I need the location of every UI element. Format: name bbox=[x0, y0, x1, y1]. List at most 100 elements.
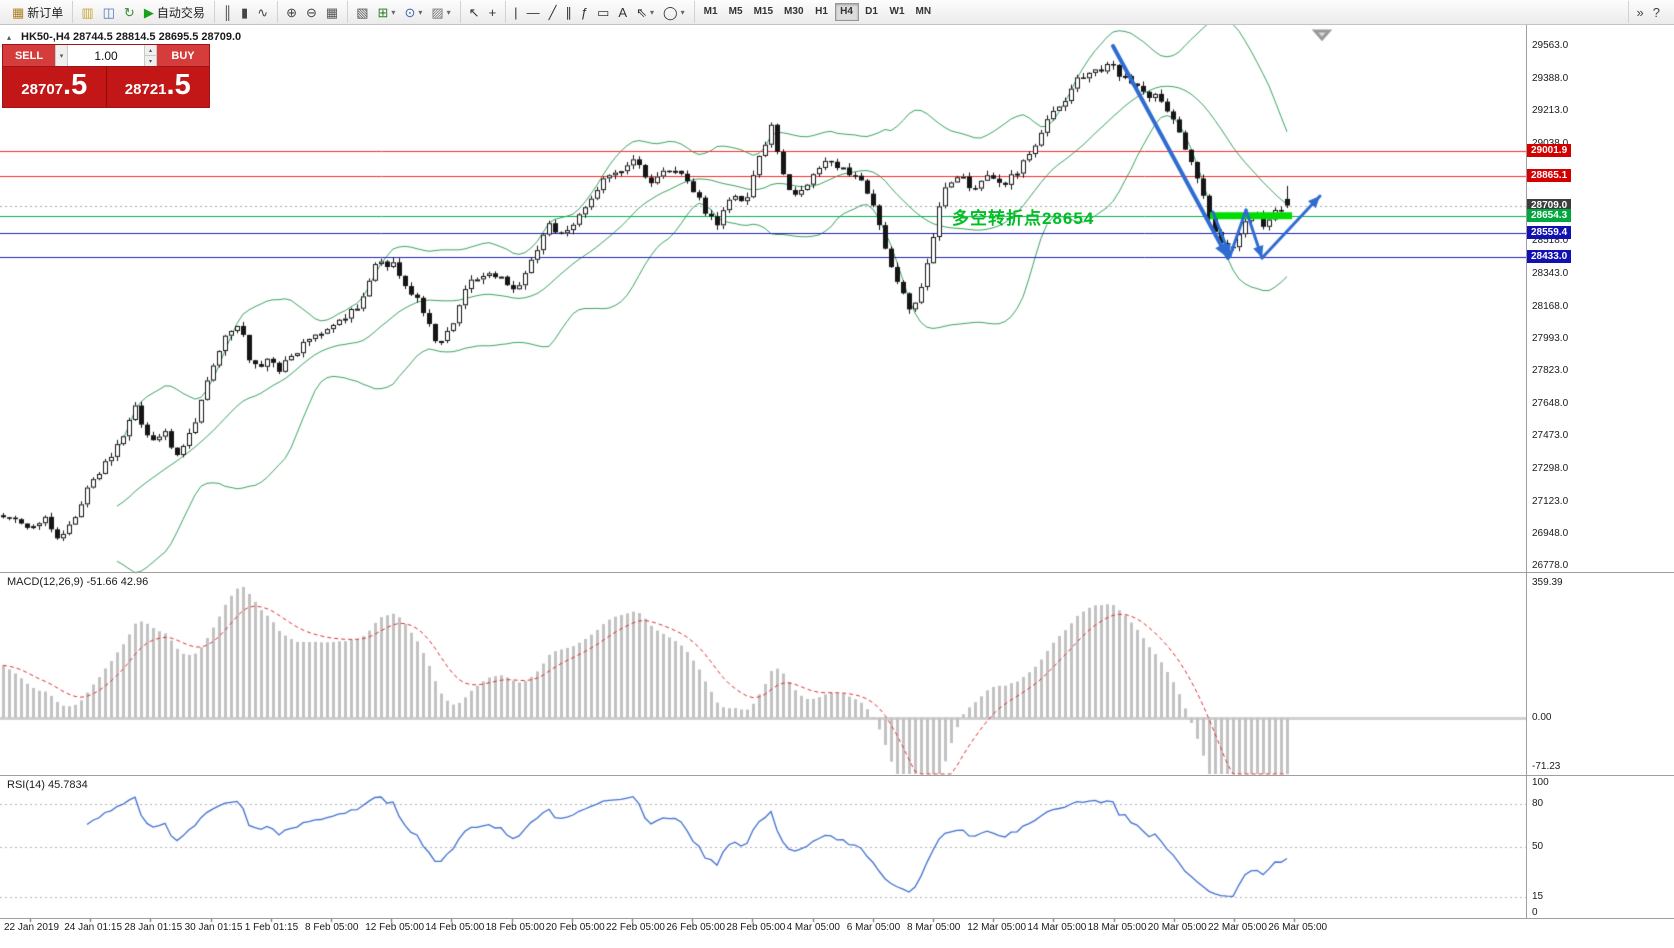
buy-button[interactable]: BUY bbox=[157, 45, 209, 66]
time-axis-label: 8 Mar 05:00 bbox=[907, 922, 961, 933]
indicators-icon[interactable]: ⊞ ▾ bbox=[374, 2, 400, 22]
pane-separator[interactable] bbox=[0, 572, 1674, 573]
chevron-down-icon: ▾ bbox=[680, 7, 685, 17]
profiles-icon[interactable]: ◫ bbox=[99, 2, 119, 22]
chevron-down-icon: ▾ bbox=[650, 7, 655, 17]
vertical-line-icon[interactable]: | bbox=[510, 2, 521, 22]
templates-icon[interactable]: ▨ ▾ bbox=[427, 2, 454, 22]
timeframe-h1-button[interactable]: H1 bbox=[815, 6, 828, 17]
macd-axis-label: 0.00 bbox=[1532, 711, 1552, 723]
new-order-button-label: 新订单 bbox=[27, 5, 64, 20]
horizontal-line-icon[interactable]: ― bbox=[523, 2, 544, 22]
price-axis-label: 28518.0 bbox=[1532, 235, 1569, 247]
trendline-icon[interactable]: ╱ bbox=[545, 2, 561, 22]
rsi-axis-label: 0 bbox=[1532, 907, 1538, 918]
bar-chart-type-icon[interactable]: ║ bbox=[219, 2, 236, 22]
price-level-badge: 29001.9 bbox=[1527, 143, 1572, 157]
shapes-icon[interactable]: ▭ bbox=[593, 2, 613, 22]
zoom-out-icon[interactable]: ⊖ bbox=[302, 2, 321, 22]
time-axis-label: 18 Mar 05:00 bbox=[1087, 922, 1147, 933]
rsi-axis-label: 100 bbox=[1532, 777, 1549, 788]
crosshair-icon[interactable]: + bbox=[485, 2, 501, 22]
equidistant-channel-icon-glyph: ∥ bbox=[565, 4, 572, 20]
time-axis-label: 14 Feb 05:00 bbox=[425, 922, 485, 933]
crosshair-icon-glyph: + bbox=[488, 4, 497, 20]
auto-trading-button[interactable]: ▶ 自动交易 bbox=[140, 2, 209, 22]
ellipse-tool-icon[interactable]: ◯ ▾ bbox=[659, 2, 689, 22]
tile-windows-icon[interactable]: ▦ bbox=[322, 2, 342, 22]
line-chart-type-icon[interactable]: ∿ bbox=[253, 2, 272, 22]
periods-icon[interactable]: ⊙ ▾ bbox=[400, 2, 426, 22]
buy-price-frac-big: .5 bbox=[166, 69, 191, 101]
timeframe-m30-button[interactable]: M30 bbox=[784, 6, 804, 17]
bar-chart-type-icon-glyph: ║ bbox=[222, 4, 233, 20]
refresh-icon[interactable]: ↻ bbox=[120, 2, 139, 22]
time-axis-label: 28 Jan 01:15 bbox=[124, 922, 183, 933]
zoom-out-icon-glyph: ⊖ bbox=[306, 4, 317, 20]
price-axis-label: 29563.0 bbox=[1532, 40, 1569, 52]
auto-trading-glyph: ▶ bbox=[143, 4, 154, 20]
vertical-line-icon-glyph: | bbox=[514, 4, 518, 20]
sell-price-display[interactable]: 28707.5 bbox=[3, 67, 106, 107]
auto-arrange-icon[interactable]: ▧ bbox=[352, 2, 372, 22]
timeframe-w1-button[interactable]: W1 bbox=[889, 6, 905, 17]
fibonacci-icon-glyph: ƒ bbox=[580, 4, 589, 20]
time-axis-label: 22 Feb 05:00 bbox=[606, 922, 665, 933]
zoom-in-icon[interactable]: ⊕ bbox=[282, 2, 301, 22]
time-axis-label: 12 Feb 05:00 bbox=[365, 922, 425, 933]
time-axis-label: 26 Mar 05:00 bbox=[1268, 922, 1328, 933]
rsi-axis-label: 15 bbox=[1532, 890, 1544, 902]
toolbar-overflow-icon[interactable]: » bbox=[1633, 2, 1648, 22]
price-axis-label: 29038.0 bbox=[1532, 138, 1568, 149]
volume-dropdown-button[interactable]: ▾ bbox=[55, 45, 68, 66]
chart-ohlc-header: HK50-,H4 28744.5 28814.5 28695.5 28709.0 bbox=[21, 31, 242, 43]
templates-icon-glyph: ▨ bbox=[431, 4, 444, 20]
one-click-panel-toggle-icon[interactable]: ▴ bbox=[7, 33, 12, 42]
time-axis-label: 22 Jan 2019 bbox=[4, 922, 60, 933]
timeframe-h4-button[interactable]: H4 bbox=[834, 3, 859, 21]
text-label-icon-glyph: A bbox=[618, 4, 628, 20]
charts-bar-icon-glyph: ▥ bbox=[81, 4, 94, 20]
timeframe-m5-button[interactable]: M5 bbox=[728, 6, 743, 17]
price-axis-label: 26778.0 bbox=[1532, 560, 1569, 572]
time-axis-separator bbox=[0, 918, 1674, 919]
price-level-badge: 28865.1 bbox=[1527, 169, 1572, 183]
text-label-icon[interactable]: A bbox=[614, 2, 631, 22]
timeframe-m15-button[interactable]: M15 bbox=[753, 6, 774, 17]
main-toolbar: ▦ 新订单 ▥ ◫ ↻ ▶ 自动交易 ║ ▮ ∿ ⊕ ⊖ ▦ ▧ ⊞ ▾ ⊙ ▾ ▨ ▾ ↖ + | ― ╱ ∥ ƒ ▭ A ⇖ ▾ ◯ ▾ M1… bbox=[0, 0, 1674, 25]
toolbar-help-icon[interactable]: ? bbox=[1649, 2, 1664, 22]
price-axis-label: 28343.0 bbox=[1532, 267, 1569, 279]
chevron-down-icon: ▾ bbox=[418, 7, 423, 17]
volume-decrease-button[interactable]: ▾ bbox=[145, 55, 156, 66]
timeframe-d1-button[interactable]: D1 bbox=[865, 6, 878, 17]
volume-increase-button[interactable]: ▴ bbox=[145, 45, 156, 55]
buy-price-display[interactable]: 28721.5 bbox=[105, 67, 209, 107]
charts-bar-icon[interactable]: ▥ bbox=[77, 2, 97, 22]
time-axis-label: 20 Mar 05:00 bbox=[1147, 922, 1207, 933]
sell-price-int: 28707 bbox=[21, 81, 64, 98]
fibonacci-icon[interactable]: ƒ bbox=[577, 2, 592, 22]
auto-trading-button-label: 自动交易 bbox=[156, 5, 205, 20]
volume-input[interactable] bbox=[68, 45, 144, 66]
candlestick-chart-type-icon[interactable]: ▮ bbox=[237, 2, 252, 22]
macd-axis-label: 359.39 bbox=[1532, 577, 1563, 588]
trendline-icon-glyph: ╱ bbox=[548, 4, 557, 20]
equidistant-channel-icon[interactable]: ∥ bbox=[561, 2, 576, 22]
price-axis-label: 27993.0 bbox=[1532, 333, 1569, 345]
chart-canvas[interactable] bbox=[0, 0, 1526, 948]
timeframe-m1-button[interactable]: M1 bbox=[703, 6, 718, 17]
price-level-badge: 28709.0 bbox=[1527, 198, 1572, 212]
time-axis-label: 28 Feb 05:00 bbox=[726, 922, 786, 933]
cursor-icon[interactable]: ↖ bbox=[465, 2, 484, 22]
time-axis-label: 24 Jan 01:15 bbox=[64, 922, 123, 933]
sell-button[interactable]: SELL bbox=[3, 45, 55, 66]
pane-separator[interactable] bbox=[0, 775, 1674, 776]
timeframe-mn-button[interactable]: MN bbox=[915, 6, 932, 17]
new-order-button[interactable]: ▦ 新订单 bbox=[8, 2, 67, 22]
price-axis-label: 29213.0 bbox=[1532, 105, 1569, 117]
time-axis-label: 30 Jan 01:15 bbox=[184, 922, 243, 933]
ellipse-tool-icon-glyph: ◯ bbox=[663, 4, 678, 20]
arrows-tool-icon[interactable]: ⇖ ▾ bbox=[632, 2, 658, 22]
price-level-badge: 28433.0 bbox=[1527, 250, 1572, 264]
